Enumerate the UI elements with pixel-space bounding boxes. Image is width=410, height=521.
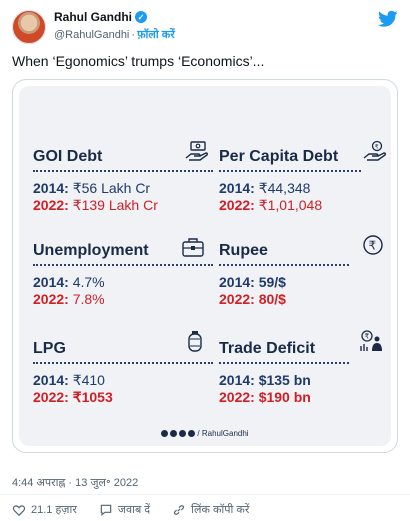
stat-line-2022: 2022: ₹1,01,048 — [219, 197, 397, 214]
stat-title: Rupee — [219, 242, 268, 259]
dotted-divider — [219, 170, 361, 172]
trade-person-icon: ₹ — [360, 330, 382, 351]
youtube-icon — [179, 430, 187, 437]
stat-line-2014: 2014: ₹410 — [33, 372, 213, 389]
footer-handle: / RahulGandhi — [197, 429, 249, 438]
twitter-bird-icon[interactable] — [378, 10, 398, 28]
stat-line-2014: 2014: ₹56 Lakh Cr — [33, 180, 213, 197]
dotted-divider — [219, 264, 349, 266]
stat-value: $135 bn — [258, 372, 311, 388]
avatar[interactable] — [12, 10, 46, 44]
year-label: 2022: — [33, 389, 69, 405]
stat-title: GOI Debt — [33, 148, 103, 165]
year-label: 2022: — [219, 197, 255, 213]
stat-title: LPG — [33, 340, 66, 357]
stat-line-2014: 2014: ₹44,348 — [219, 180, 397, 197]
svg-text:₹: ₹ — [369, 239, 377, 253]
separator: · — [131, 28, 136, 41]
stat-per-capita-debt: Per Capita Debt 2014: ₹44,348 2022: ₹1,0… — [219, 148, 397, 214]
year-label: 2022: — [33, 197, 69, 213]
year-label: 2014: — [219, 372, 255, 388]
stat-value: ₹56 Lakh Cr — [72, 180, 151, 196]
year-label: 2014: — [33, 372, 69, 388]
year-label: 2014: — [219, 274, 255, 290]
stat-line-2014: 2014: 59/$ — [219, 274, 397, 291]
year-label: 2014: — [219, 180, 255, 196]
instagram-icon — [188, 430, 196, 437]
follow-button[interactable]: फ़ॉलो करें — [137, 29, 175, 41]
year-label: 2022: — [33, 291, 69, 307]
reply-icon — [100, 504, 112, 516]
copy-link-button[interactable]: लिंक कॉपी करें — [172, 502, 249, 517]
year-label: 2014: — [33, 274, 69, 290]
display-name[interactable]: Rahul Gandhi — [54, 10, 132, 24]
tweet-header: Rahul Gandhi ✓ @RahulGandhi · फ़ॉलो करें — [12, 8, 398, 44]
stat-value: 59/$ — [258, 274, 286, 290]
stat-value: ₹1,01,048 — [258, 197, 323, 213]
stat-value: $190 bn — [258, 389, 311, 405]
rupee-coin-icon: ₹ — [363, 235, 383, 255]
tweet-text: When ‘Egonomics’ trumps ‘Economics’... — [12, 53, 265, 69]
infographic-background: GOI Debt 2014: ₹56 Lakh Cr 2022: ₹139 La… — [19, 86, 391, 446]
stat-value: 4.7% — [72, 274, 105, 290]
stat-rupee: Rupee 2014: 59/$ 2022: 80/$ — [219, 242, 397, 308]
stat-line-2022: 2022: 80/$ — [219, 291, 397, 308]
hand-money-icon — [185, 141, 209, 161]
reply-button[interactable]: जवाब दें — [99, 502, 150, 517]
like-count: 21.1 हज़ार — [31, 504, 77, 516]
like-button[interactable]: 21.1 हज़ार — [12, 502, 77, 517]
dotted-divider — [33, 362, 213, 364]
handle-row: @RahulGandhi · फ़ॉलो करें — [54, 27, 175, 42]
briefcase-icon — [182, 238, 204, 257]
gas-cylinder-icon — [188, 331, 202, 352]
dotted-divider — [33, 264, 213, 266]
dotted-divider — [33, 170, 213, 172]
display-name-row: Rahul Gandhi ✓ — [54, 10, 175, 24]
stat-goi-debt: GOI Debt 2014: ₹56 Lakh Cr 2022: ₹139 La… — [33, 148, 213, 214]
dotted-divider — [219, 362, 349, 364]
stat-line-2022: 2022: 7.8% — [33, 291, 213, 308]
stat-line-2022: 2022: ₹139 Lakh Cr — [33, 197, 213, 214]
facebook-icon — [161, 430, 169, 437]
handle[interactable]: @RahulGandhi — [54, 28, 130, 41]
divider — [0, 494, 410, 495]
stat-title: Unemployment — [33, 242, 149, 259]
stat-value: ₹139 Lakh Cr — [72, 197, 158, 213]
author-block: Rahul Gandhi ✓ @RahulGandhi · फ़ॉलो करें — [54, 10, 175, 42]
svg-text:₹: ₹ — [365, 333, 370, 341]
stat-line-2022: 2022: $190 bn — [219, 389, 397, 406]
infographic-card[interactable]: GOI Debt 2014: ₹56 Lakh Cr 2022: ₹139 La… — [12, 79, 398, 453]
heart-icon — [12, 504, 26, 516]
twitter-icon — [170, 430, 178, 437]
stat-line-2014: 2014: 4.7% — [33, 274, 213, 291]
tweet-actions: 21.1 हज़ार जवाब दें लिंक कॉपी करें — [12, 502, 249, 517]
verified-badge-icon: ✓ — [135, 11, 147, 23]
infographic-footer: / RahulGandhi — [19, 429, 391, 438]
stat-unemployment: Unemployment 2014: 4.7% 2022: 7.8% — [33, 242, 213, 308]
reply-label: जवाब दें — [117, 504, 151, 516]
stat-value: 80/$ — [258, 291, 286, 307]
stat-line-2014: 2014: $135 bn — [219, 372, 397, 389]
stat-title: Trade Deficit — [219, 340, 316, 357]
year-label: 2022: — [219, 291, 255, 307]
stat-trade-deficit: Trade Deficit 2014: $135 bn 2022: $190 b… — [219, 340, 397, 406]
stat-title: Per Capita Debt — [219, 148, 339, 165]
year-label: 2014: — [33, 180, 69, 196]
hand-rupee-coin-icon: ₹ — [363, 140, 387, 161]
link-icon — [174, 504, 185, 515]
stat-lpg: LPG 2014: ₹410 2022: ₹1053 — [33, 340, 213, 406]
stat-value: ₹44,348 — [258, 180, 311, 196]
stat-value: ₹410 — [72, 372, 105, 388]
tweet-timestamp[interactable]: 4:44 अपराह्न · 13 जुल॰ 2022 — [12, 477, 139, 489]
stat-value: ₹1053 — [72, 389, 113, 405]
year-label: 2022: — [219, 389, 255, 405]
copy-link-label: लिंक कॉपी करें — [191, 504, 250, 516]
stat-line-2022: 2022: ₹1053 — [33, 389, 213, 406]
stat-value: 7.8% — [72, 291, 105, 307]
svg-text:₹: ₹ — [375, 143, 379, 150]
